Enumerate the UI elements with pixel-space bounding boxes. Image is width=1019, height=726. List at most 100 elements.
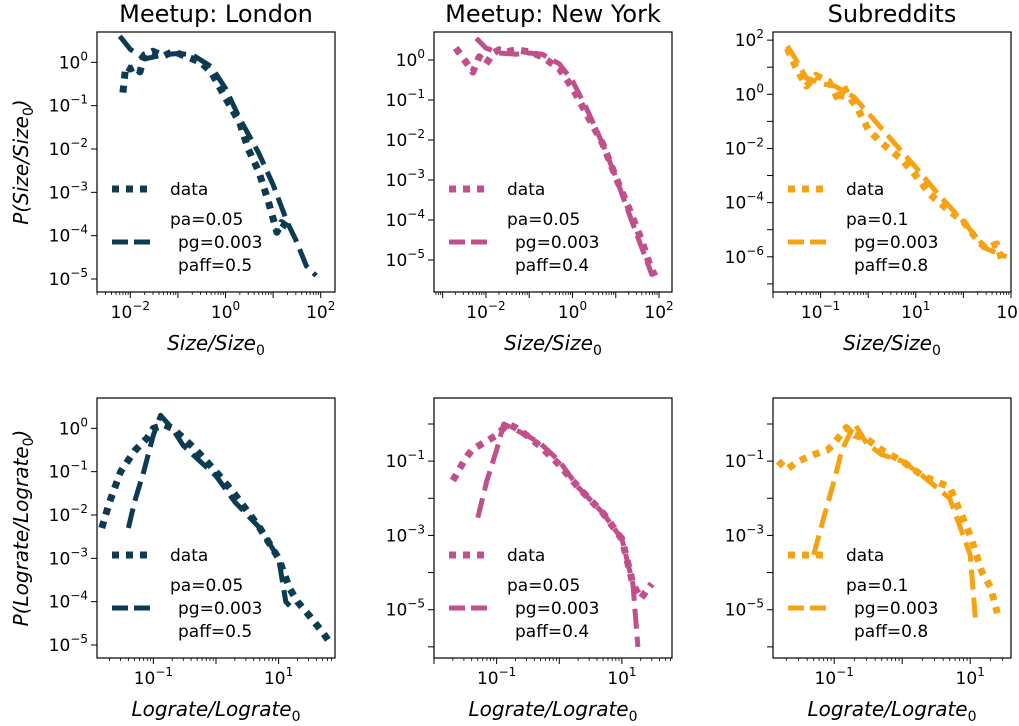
y-tick-label: 10−1: [386, 448, 425, 472]
y-tick-label: 100: [396, 47, 425, 71]
x-axis-label: Lograte/Lograte0: [807, 697, 976, 725]
x-tick-label: 10−1: [815, 665, 854, 689]
y-tick-label: 10−3: [725, 522, 764, 546]
x-tick-label: 102: [306, 299, 335, 323]
legend-model-param: pa=0.05: [507, 576, 580, 596]
panel-2: 10−2 100 102 100 10−1 10−2 10−3 10−4 10−5 Meetup:…: [386, 0, 674, 359]
x-tick-label: 10−2: [466, 299, 505, 323]
y-tick-label: 10−2: [49, 502, 88, 526]
y-tick-label: 10−5: [386, 597, 425, 621]
x-tick-label: 10−1: [134, 665, 173, 689]
legend-model-param: pg=0.003: [515, 233, 600, 253]
y-tick-label: 102: [735, 27, 764, 51]
legend-model-param: pa=0.05: [507, 210, 580, 230]
x-axis-label: Lograte/Lograte0: [131, 697, 300, 725]
chart-title: Subreddits: [828, 0, 957, 28]
legend-data-label: data: [507, 180, 545, 200]
y-tick-label: 10−4: [386, 207, 425, 231]
legend-model-param: paff=0.5: [178, 622, 252, 642]
legend-model-param: paff=0.4: [515, 622, 589, 642]
y-tick-label: 10−4: [49, 223, 88, 247]
y-tick-label: 10−3: [49, 545, 88, 569]
y-tick-label: 10−1: [49, 93, 88, 117]
x-tick-label: 103: [996, 299, 1019, 323]
legend-data-label: data: [507, 546, 545, 566]
plot-frame: [433, 31, 673, 293]
legend-model-param: pg=0.003: [178, 599, 263, 619]
legend-model-param: pg=0.003: [178, 233, 263, 253]
y-tick-label: 10−3: [49, 179, 88, 203]
x-axis-label: Lograte/Lograte0: [468, 697, 637, 725]
legend-model-param: paff=0.8: [854, 256, 928, 276]
series-model-line: [785, 44, 1008, 260]
legend-data-label: data: [170, 180, 208, 200]
y-tick-label: 10−1: [386, 87, 425, 111]
legend-data-label: data: [846, 546, 884, 566]
x-tick-label: 10−2: [111, 299, 150, 323]
y-tick-label: 10−6: [725, 244, 764, 268]
x-axis-label: Size/Size0: [843, 331, 941, 359]
series-data-line: [775, 424, 1001, 615]
plot-frame: [96, 31, 336, 293]
series-model-line: [475, 421, 641, 648]
legend-model-param: pg=0.003: [515, 599, 600, 619]
legend: data pa=0.05 pg=0.003 paff=0.5: [112, 546, 263, 642]
series-data-line: [784, 46, 1007, 266]
y-tick-label: 10−2: [49, 136, 88, 160]
legend: data pa=0.05 pg=0.003 paff=0.4: [449, 546, 600, 642]
legend-model-param: pa=0.05: [170, 576, 243, 596]
x-tick-label: 10−1: [801, 299, 840, 323]
legend-model-param: paff=0.8: [854, 622, 928, 642]
legend: data pa=0.05 pg=0.003 paff=0.5: [112, 180, 263, 276]
legend-model-param: pa=0.05: [170, 210, 243, 230]
x-tick-label: 100: [558, 299, 587, 323]
legend-model-param: pa=0.1: [846, 210, 909, 230]
x-tick-label: 101: [607, 665, 636, 689]
x-axis-label: Size/Size0: [504, 331, 602, 359]
x-tick-label: 101: [901, 299, 930, 323]
series-data-line: [449, 420, 655, 602]
y-tick-label: 10−4: [49, 589, 88, 613]
y-tick-label: 10−1: [49, 459, 88, 483]
plot-frame: [772, 397, 1012, 659]
y-tick-label: 10−5: [386, 247, 425, 271]
series-data-line: [98, 421, 335, 648]
x-tick-label: 101: [264, 665, 293, 689]
panel-5: 10−1 101 10−1 10−3 10−5 Lograte/Lograte0 data p…: [386, 397, 673, 725]
y-tick-label: 10−5: [725, 597, 764, 621]
x-tick-label: 101: [956, 665, 985, 689]
series-model-line: [811, 421, 979, 622]
y-tick-label: 10−3: [386, 522, 425, 546]
legend-model-param: paff=0.4: [515, 256, 589, 276]
y-tick-label: 100: [59, 49, 88, 73]
y-tick-label: 10−5: [49, 266, 88, 290]
y-tick-label: 100: [735, 81, 764, 105]
plot-frame: [772, 31, 1012, 293]
y-axis-label: P(Size/Size0): [9, 99, 37, 224]
legend-model-param: pg=0.003: [854, 233, 939, 253]
y-tick-label: 10−3: [386, 167, 425, 191]
legend-data-label: data: [170, 546, 208, 566]
legend-model-param: pg=0.003: [854, 599, 939, 619]
series-data-line: [119, 47, 290, 236]
series-model-line: [474, 36, 655, 277]
chart-title: Meetup: New York: [445, 0, 661, 28]
x-tick-label: 100: [211, 299, 240, 323]
plot-frame: [96, 397, 336, 659]
x-axis-label: Size/Size0: [167, 331, 265, 359]
y-tick-label: 10−4: [725, 190, 764, 214]
x-tick-label: 10−1: [477, 665, 516, 689]
panel-4: 10−1 101 100 10−1 10−2 10−3 10−4 10−5 Lograte/Lo…: [9, 397, 336, 725]
legend: data pa=0.1 pg=0.003 paff=0.8: [788, 546, 939, 642]
y-tick-label: 10−2: [386, 127, 425, 151]
legend: data pa=0.05 pg=0.003 paff=0.4: [449, 180, 600, 276]
series-model-line: [117, 34, 318, 278]
panel-1: 10−2 100 102 100 10−1 10−2 10−3 10−4 10−5 Meetup:…: [9, 0, 336, 359]
chart-title: Meetup: London: [119, 0, 313, 28]
legend-data-label: data: [846, 180, 884, 200]
legend-model-param: pa=0.1: [846, 576, 909, 596]
legend-model-param: paff=0.5: [178, 256, 252, 276]
y-tick-label: 10−2: [725, 135, 764, 159]
x-tick-label: 102: [644, 299, 673, 323]
